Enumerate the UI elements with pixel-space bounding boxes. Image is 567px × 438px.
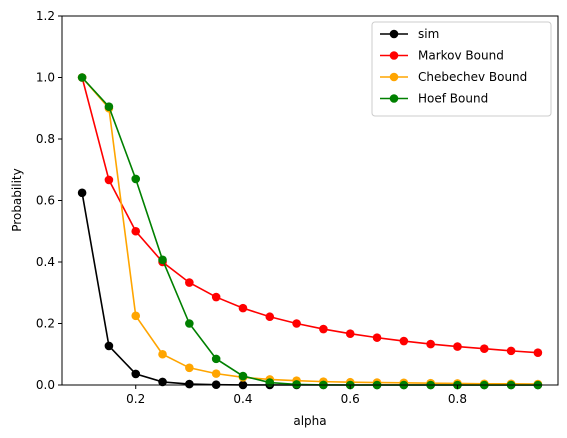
data-point (238, 303, 248, 313)
data-point (426, 339, 435, 349)
data-point (292, 319, 301, 328)
x-tick-label: 0.8 (448, 392, 467, 406)
data-point (265, 312, 275, 322)
legend: sim Markov Bound Chebechev Bound Hoef Bound (371, 21, 552, 117)
data-point (453, 342, 462, 351)
data-point (211, 292, 221, 302)
legend-label: Markov Bound (418, 49, 504, 63)
data-point (292, 380, 301, 389)
legend-marker (389, 72, 399, 82)
legend-box (371, 21, 552, 117)
x-axis: 0.2 0.4 0.6 0.8 (126, 385, 467, 406)
data-point (104, 175, 114, 185)
legend-label: sim (418, 27, 439, 41)
legend-marker (389, 51, 399, 60)
data-point (265, 378, 275, 387)
data-point (506, 346, 516, 356)
legend-label: Hoef Bound (418, 92, 488, 106)
data-point (77, 188, 87, 198)
data-point (185, 278, 194, 287)
y-axis-label: Probability (10, 168, 24, 231)
data-point (238, 371, 248, 381)
data-point (131, 174, 141, 184)
y-tick-label: 0.6 (36, 194, 55, 208)
x-axis-label: alpha (293, 414, 326, 428)
legend-marker (389, 29, 399, 39)
legend-item: sim (380, 27, 439, 41)
legend-item: Hoef Bound (380, 92, 488, 106)
legend-item: Chebechev Bound (380, 70, 527, 84)
x-tick-label: 0.4 (233, 392, 252, 406)
data-point (211, 354, 221, 364)
data-point (185, 363, 194, 373)
y-tick-label: 1.0 (36, 71, 55, 85)
x-tick-label: 0.6 (341, 392, 360, 406)
y-tick-label: 0.4 (36, 255, 55, 269)
series-line-chebechev-bound (81, 76, 538, 385)
y-tick-label: 0.8 (36, 132, 55, 146)
data-point (533, 348, 543, 358)
data-point (319, 324, 328, 334)
data-point (131, 226, 141, 236)
legend-label: Chebechev Bound (418, 70, 527, 84)
data-point (399, 336, 409, 346)
data-point (479, 344, 489, 354)
legend-marker (389, 94, 399, 103)
x-tick-label: 0.2 (126, 392, 145, 406)
data-point (104, 341, 114, 351)
data-point (158, 349, 167, 359)
y-axis: 0.0 0.2 0.4 0.6 0.8 1.0 1.2 (36, 9, 62, 392)
data-point (185, 379, 194, 389)
data-point (104, 102, 114, 112)
data-point (372, 333, 382, 342)
data-point (158, 377, 167, 387)
y-tick-label: 1.2 (36, 9, 55, 23)
series-line-markov-bound (81, 77, 538, 354)
data-point (211, 369, 221, 378)
data-point (158, 255, 167, 265)
data-point (131, 369, 141, 379)
data-point (131, 311, 141, 321)
y-tick-label: 0.0 (36, 378, 55, 392)
legend-item: Markov Bound (380, 49, 504, 63)
y-tick-label: 0.2 (36, 317, 55, 331)
data-point (345, 329, 355, 338)
data-point (185, 319, 194, 328)
data-point (77, 73, 87, 82)
